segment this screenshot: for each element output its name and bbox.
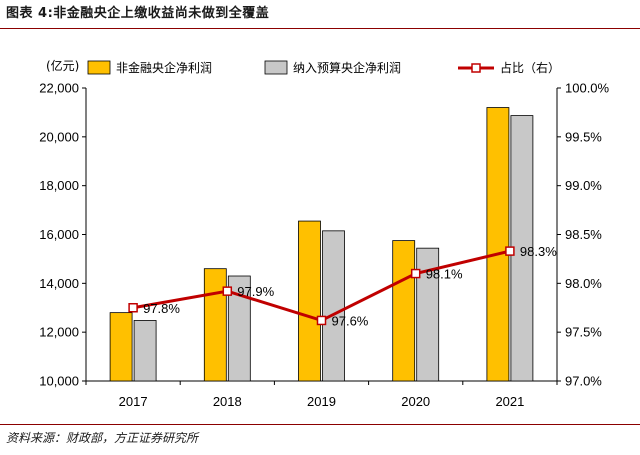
axes: 10,000 12,000 14,000 16,000 18,000 20,000 22,0… xyxy=(39,58,609,409)
source-note: 资料来源：财政部，方正证券研究所 xyxy=(6,431,199,445)
data-labels: 97.8% 97.9% 97.6% 98.1% 98.3% xyxy=(143,244,557,328)
right-tick-label: 97.0% xyxy=(565,374,602,389)
left-tick-label: 14,000 xyxy=(39,276,79,291)
title-divider xyxy=(0,28,640,29)
legend-swatch-nonfinancial-soe xyxy=(87,60,111,75)
bar-series xyxy=(109,107,534,382)
legend-label-nonfinancial-soe: 非金融央企净利润 xyxy=(116,60,212,75)
left-tick-label: 22,000 xyxy=(39,81,79,96)
ratio-marker-2019 xyxy=(316,315,327,326)
bar-nonfinancial-soe-2020 xyxy=(392,240,416,382)
ratio-data-label-2019: 97.6% xyxy=(332,313,369,328)
right-tick-label: 97.5% xyxy=(565,325,602,340)
x-tick-label: 2019 xyxy=(307,394,336,409)
left-tick-label: 18,000 xyxy=(39,178,79,193)
left-tick-label: 10,000 xyxy=(39,374,79,389)
ratio-marker-2017 xyxy=(128,303,138,313)
right-tick-label: 100.0% xyxy=(565,81,610,96)
ratio-data-label-2017: 97.8% xyxy=(143,301,180,316)
ratio-data-label-2018: 97.9% xyxy=(237,284,274,299)
bar-nonfinancial-soe-2021 xyxy=(486,107,510,382)
ratio-marker-2021 xyxy=(505,246,515,256)
x-tick-label: 2017 xyxy=(119,394,148,409)
ratio-data-label-2020: 98.1% xyxy=(426,267,463,282)
source-divider xyxy=(0,424,640,425)
left-tick-label: 20,000 xyxy=(39,129,79,144)
right-tick-label: 99.0% xyxy=(565,178,602,193)
ratio-line xyxy=(132,249,511,323)
legend-label-ratio: 占比（右） xyxy=(500,60,560,75)
legend-label-budget-soe: 纳入预算央企净利润 xyxy=(293,60,401,75)
right-tick-label: 99.5% xyxy=(565,129,602,144)
bar-nonfinancial-soe-2018 xyxy=(203,268,227,382)
line-series xyxy=(128,246,515,326)
left-tick-label: 12,000 xyxy=(39,325,79,340)
bar-nonfinancial-soe-2019 xyxy=(298,220,321,382)
left-tick-label: 16,000 xyxy=(39,227,79,242)
ratio-marker-2020 xyxy=(410,268,421,279)
bar-budget-soe-2019 xyxy=(322,230,345,382)
right-tick-label: 98.0% xyxy=(565,276,602,291)
chart-title: 图表 4:非金融央企上缴收益尚未做到全覆盖 xyxy=(6,6,270,21)
x-tick-label: 2018 xyxy=(213,394,242,409)
bar-budget-soe-2018 xyxy=(227,275,251,382)
bar-budget-soe-2017 xyxy=(133,320,157,382)
x-tick-label: 2021 xyxy=(495,394,524,409)
y-unit-label: (亿元) xyxy=(46,58,79,73)
ratio-marker-2018 xyxy=(222,286,233,296)
bar-budget-soe-2020 xyxy=(416,247,440,382)
bar-nonfinancial-soe-2017 xyxy=(109,312,133,382)
ratio-data-label-2021: 98.3% xyxy=(520,244,557,259)
x-tick-label: 2020 xyxy=(401,394,430,409)
right-tick-label: 98.5% xyxy=(565,227,602,242)
legend-marker-ratio xyxy=(471,63,481,73)
legend-swatch-budget-soe xyxy=(264,60,288,75)
legend: 非金融央企净利润 纳入预算央企净利润 占比（右） xyxy=(87,60,560,75)
